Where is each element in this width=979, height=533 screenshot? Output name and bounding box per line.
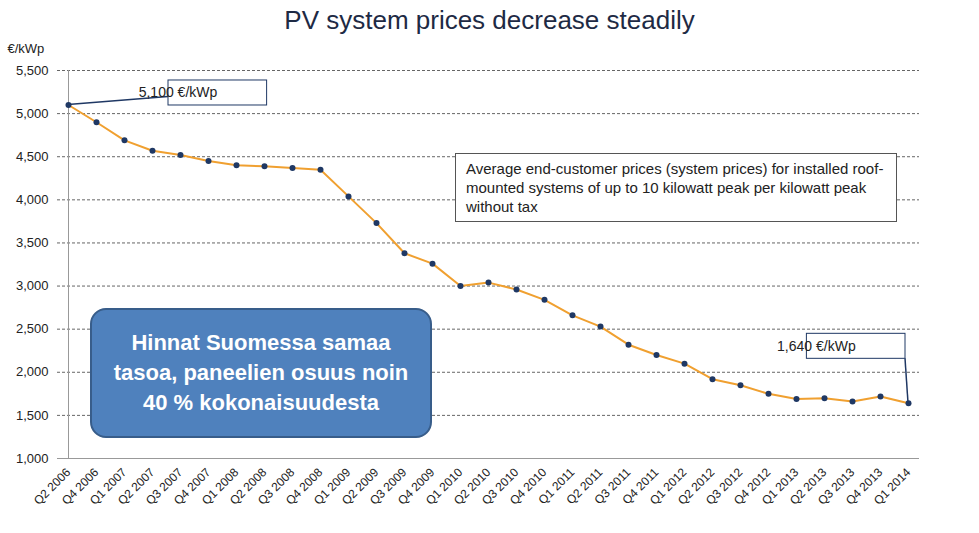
svg-text:Q4 2011: Q4 2011 (619, 465, 662, 508)
svg-text:4,000: 4,000 (16, 192, 49, 207)
svg-text:Q1 2009: Q1 2009 (310, 465, 354, 508)
svg-text:Q1 2010: Q1 2010 (422, 465, 466, 508)
svg-text:5,100 €/kWp: 5,100 €/kWp (139, 84, 218, 100)
svg-text:Q4 2013: Q4 2013 (842, 465, 886, 508)
svg-text:Q2 2007: Q2 2007 (114, 465, 158, 508)
svg-text:Q3 2011: Q3 2011 (591, 465, 634, 508)
svg-text:1,000: 1,000 (16, 451, 49, 466)
svg-text:4,500: 4,500 (16, 149, 49, 164)
svg-text:Q3 2010: Q3 2010 (478, 465, 522, 508)
svg-text:5,000: 5,000 (16, 106, 49, 121)
svg-text:Q2 2006: Q2 2006 (30, 465, 74, 508)
svg-text:Q2 2010: Q2 2010 (450, 465, 494, 508)
svg-text:Q2 2012: Q2 2012 (674, 465, 718, 508)
svg-text:Q1 2011: Q1 2011 (535, 465, 578, 508)
svg-text:Q1 2012: Q1 2012 (646, 465, 690, 508)
html-text:Average end-customer prices (s: Average end-customer prices (system pric… (466, 160, 884, 215)
svg-text:Q4 2009: Q4 2009 (394, 465, 438, 508)
svg-text:3,000: 3,000 (16, 278, 49, 293)
svg-text:Q3 2008: Q3 2008 (254, 465, 298, 508)
svg-text:Q4 2012: Q4 2012 (730, 465, 774, 508)
svg-text:€/kWp: €/kWp (8, 41, 45, 56)
svg-text:Q3 2009: Q3 2009 (366, 465, 410, 508)
html-text:Hinnat Suomessa samaa tasoa, p: Hinnat Suomessa samaa tasoa, paneelien o… (113, 330, 409, 415)
html-text:PV system prices decrease stea: PV system prices decrease steadily (284, 5, 695, 35)
svg-text:Q3 2013: Q3 2013 (814, 465, 858, 508)
svg-text:Q3 2012: Q3 2012 (702, 465, 746, 508)
svg-text:Q4 2007: Q4 2007 (170, 465, 214, 508)
svg-text:Q4 2006: Q4 2006 (58, 465, 102, 508)
svg-text:3,500: 3,500 (16, 235, 49, 250)
svg-text:Q3 2007: Q3 2007 (142, 465, 186, 508)
svg-text:Q1 2007: Q1 2007 (86, 465, 130, 508)
svg-text:5,500: 5,500 (16, 63, 49, 78)
svg-text:1,640 €/kWp: 1,640 €/kWp (777, 338, 856, 354)
svg-text:Q2 2013: Q2 2013 (786, 465, 830, 508)
svg-text:2,000: 2,000 (16, 364, 49, 379)
svg-text:Q2 2011: Q2 2011 (563, 465, 606, 508)
svg-text:Q2 2008: Q2 2008 (226, 465, 270, 508)
svg-text:1,500: 1,500 (16, 408, 49, 423)
svg-text:Q2 2009: Q2 2009 (338, 465, 382, 508)
svg-text:2,500: 2,500 (16, 321, 49, 336)
svg-text:Q1 2008: Q1 2008 (198, 465, 242, 508)
svg-text:Q4 2008: Q4 2008 (282, 465, 326, 508)
svg-text:Q1 2013: Q1 2013 (758, 465, 802, 508)
svg-text:Q4 2010: Q4 2010 (506, 465, 550, 508)
svg-text:Q1 2014: Q1 2014 (871, 465, 914, 508)
